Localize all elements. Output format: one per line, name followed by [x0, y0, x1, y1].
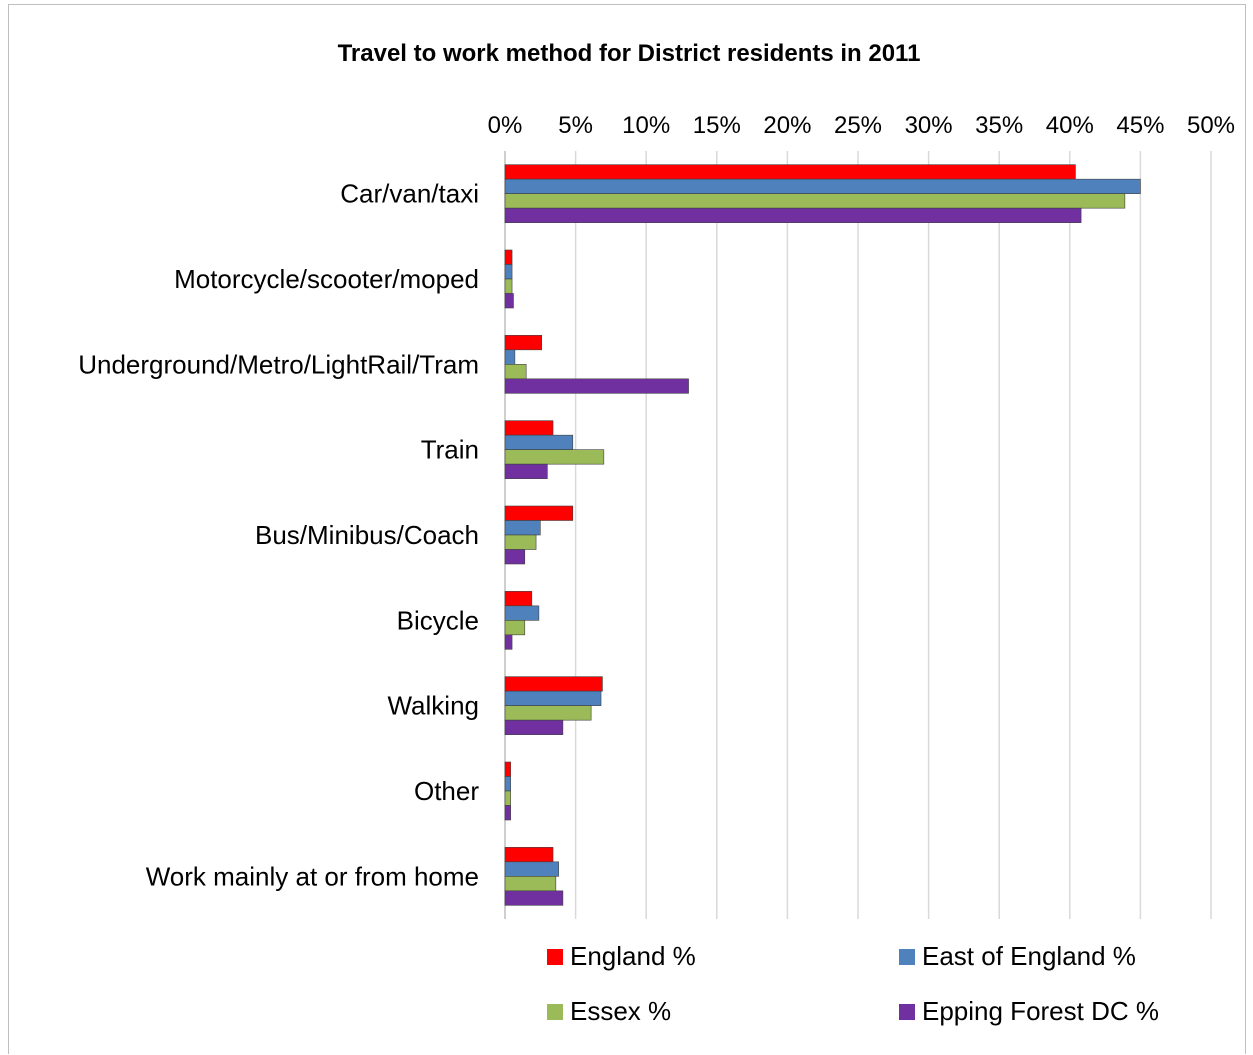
legend-item: Essex %: [547, 996, 671, 1026]
bar-england-work-mainly-at-or-from-home: [504, 847, 554, 863]
category-label: Walking: [387, 691, 479, 721]
x-tick-labels: 0% 5% 10% 15% 20% 25% 30% 35% 40% 45% 50%: [488, 112, 1235, 139]
x-tick-label: 25%: [834, 112, 882, 139]
gridlines: [504, 151, 1212, 919]
bar-east-of-england-work-mainly-at-or-from-home: [504, 861, 559, 877]
legend-label: Epping Forest DC %: [922, 996, 1159, 1026]
bar-east-of-england-underground-metro-lightrail-tram: [504, 349, 516, 365]
bar-essex-car-van-taxi: [504, 193, 1126, 209]
bar-england-bus-minibus-coach: [504, 505, 574, 521]
bar-epping-forest-dc-walking: [504, 719, 564, 735]
bar-epping-forest-dc-motorcycle-scooter-moped: [504, 293, 514, 309]
bar-epping-forest-dc-underground-metro-lightrail-tram: [504, 378, 689, 394]
category-label: Bicycle: [397, 605, 479, 635]
bar-epping-forest-dc-bus-minibus-coach: [504, 549, 526, 565]
bar-east-of-england-other: [504, 776, 511, 792]
category-labels: Car/van/taxi Motorcycle/scooter/moped Unde…: [78, 179, 479, 892]
bar-essex-bicycle: [504, 620, 526, 636]
bar-england-walking: [504, 676, 603, 692]
chart-title: Travel to work method for District resid…: [338, 40, 921, 67]
category-label: Underground/Metro/LightRail/Tram: [78, 349, 479, 379]
bar-epping-forest-dc-other: [504, 805, 511, 821]
category-label: Motorcycle/scooter/moped: [174, 264, 479, 294]
x-tick-label: 0%: [488, 112, 523, 139]
bar-england-train: [504, 420, 554, 436]
x-tick-label: 5%: [558, 112, 593, 139]
bar-essex-work-mainly-at-or-from-home: [504, 876, 557, 892]
bars: [504, 164, 1141, 906]
x-tick-label: 35%: [975, 112, 1023, 139]
bar-east-of-england-motorcycle-scooter-moped: [504, 264, 513, 280]
bar-epping-forest-dc-work-mainly-at-or-from-home: [504, 890, 564, 906]
bar-east-of-england-bicycle: [504, 605, 540, 621]
bar-england-underground-metro-lightrail-tram: [504, 335, 543, 351]
x-tick-label: 50%: [1187, 112, 1235, 139]
bar-essex-motorcycle-scooter-moped: [504, 278, 513, 294]
legend: England % East of England % Essex % Epping …: [547, 941, 1159, 1026]
x-tick-label: 30%: [905, 112, 953, 139]
legend-label: England %: [570, 941, 696, 971]
bar-epping-forest-dc-train: [504, 463, 548, 479]
category-label: Train: [421, 435, 479, 465]
bar-essex-other: [504, 790, 511, 806]
legend-swatch: [899, 949, 915, 965]
x-tick-label: 40%: [1046, 112, 1094, 139]
legend-item: Epping Forest DC %: [899, 996, 1159, 1026]
chart-svg: Travel to work method for District resid…: [78, 40, 1235, 1026]
bar-east-of-england-walking: [504, 690, 602, 706]
bar-england-other: [504, 761, 511, 777]
legend-swatch: [547, 1004, 563, 1020]
bar-essex-train: [504, 449, 605, 465]
legend-swatch: [899, 1004, 915, 1020]
bar-essex-walking: [504, 705, 592, 721]
category-label: Other: [414, 776, 479, 806]
bar-england-motorcycle-scooter-moped: [504, 249, 513, 265]
bar-england-car-van-taxi: [504, 164, 1076, 180]
bar-east-of-england-train: [504, 434, 574, 450]
bar-england-bicycle: [504, 591, 533, 607]
bar-essex-underground-metro-lightrail-tram: [504, 364, 527, 380]
category-label: Bus/Minibus/Coach: [255, 520, 479, 550]
legend-swatch: [547, 949, 563, 965]
legend-label: East of England %: [922, 941, 1136, 971]
legend-label: Essex %: [570, 996, 671, 1026]
bar-epping-forest-dc-car-van-taxi: [504, 207, 1082, 223]
x-tick-label: 10%: [622, 112, 670, 139]
category-label: Work mainly at or from home: [146, 861, 479, 891]
bar-essex-bus-minibus-coach: [504, 534, 537, 550]
legend-item: East of England %: [899, 941, 1136, 971]
x-tick-label: 15%: [693, 112, 741, 139]
x-tick-label: 20%: [763, 112, 811, 139]
category-label: Car/van/taxi: [340, 179, 479, 209]
bar-east-of-england-bus-minibus-coach: [504, 520, 541, 536]
chart-frame: Travel to work method for District resid…: [8, 4, 1246, 1054]
x-tick-label: 45%: [1116, 112, 1164, 139]
legend-item: England %: [547, 941, 696, 971]
bar-epping-forest-dc-bicycle: [504, 634, 513, 650]
bar-east-of-england-car-van-taxi: [504, 178, 1141, 194]
